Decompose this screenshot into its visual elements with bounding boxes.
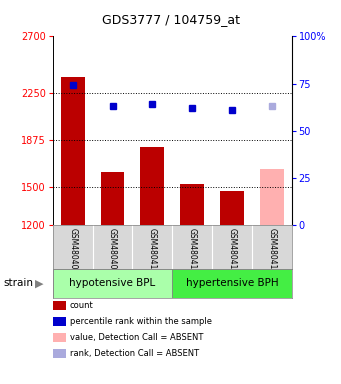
Text: GSM480411: GSM480411: [188, 228, 197, 274]
Bar: [172, 269, 292, 298]
Bar: [220, 191, 244, 225]
Text: GSM480408: GSM480408: [68, 228, 77, 275]
Bar: [61, 77, 85, 225]
Text: strain: strain: [3, 278, 33, 288]
Text: hypertensive BPH: hypertensive BPH: [186, 278, 278, 288]
Bar: [260, 169, 284, 225]
Text: percentile rank within the sample: percentile rank within the sample: [70, 317, 212, 326]
Text: GSM480410: GSM480410: [148, 228, 157, 275]
Bar: [180, 184, 204, 225]
Text: GSM480413: GSM480413: [267, 228, 276, 275]
Bar: [53, 269, 172, 298]
Bar: [101, 172, 124, 225]
Text: hypotensive BPL: hypotensive BPL: [70, 278, 155, 288]
Text: GSM480412: GSM480412: [227, 228, 236, 274]
Text: GSM480409: GSM480409: [108, 228, 117, 275]
Text: value, Detection Call = ABSENT: value, Detection Call = ABSENT: [70, 333, 203, 342]
Text: rank, Detection Call = ABSENT: rank, Detection Call = ABSENT: [70, 349, 199, 358]
Text: GDS3777 / 104759_at: GDS3777 / 104759_at: [102, 13, 239, 26]
Text: count: count: [70, 301, 94, 310]
Text: ▶: ▶: [35, 278, 43, 288]
Bar: [140, 147, 164, 225]
